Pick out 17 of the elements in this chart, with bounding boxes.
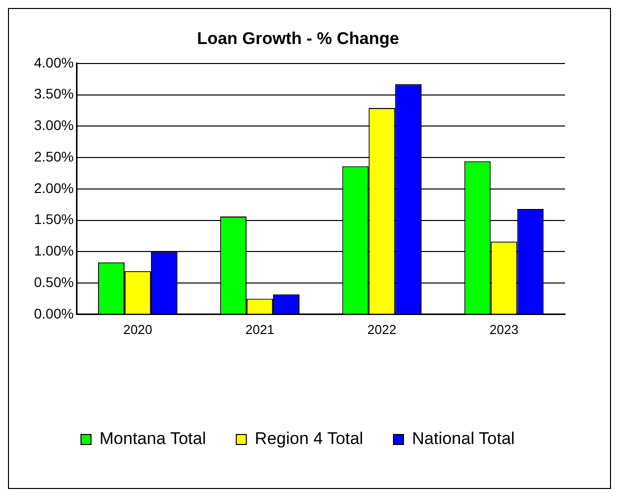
y-tick-label: 0.00% — [34, 305, 74, 322]
x-tick-label: 2020 — [123, 322, 152, 337]
y-tick-label: 4.00% — [34, 54, 74, 70]
y-tick-label: 2.50% — [34, 148, 74, 164]
y-tick-label: 2.00% — [34, 180, 74, 196]
legend-label: National Total — [412, 429, 515, 448]
legend-label: Montana Total — [100, 429, 206, 448]
y-tick-label: 3.00% — [34, 117, 74, 134]
legend-label: Region 4 Total — [254, 429, 364, 448]
y-tick-label: 1.00% — [34, 242, 74, 259]
y-tick-label: 1.50% — [34, 211, 74, 228]
x-tick-label: 2022 — [367, 322, 396, 337]
x-tick-label: 2021 — [245, 322, 274, 337]
y-tick-label: 3.50% — [34, 86, 74, 102]
chart-title: Loan Growth - % Change — [196, 28, 400, 48]
x-tick-label: 2023 — [490, 322, 518, 337]
y-tick-label: 0.50% — [34, 274, 74, 290]
